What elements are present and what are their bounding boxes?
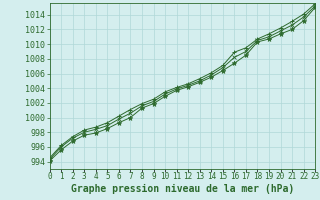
X-axis label: Graphe pression niveau de la mer (hPa): Graphe pression niveau de la mer (hPa)	[71, 184, 294, 194]
